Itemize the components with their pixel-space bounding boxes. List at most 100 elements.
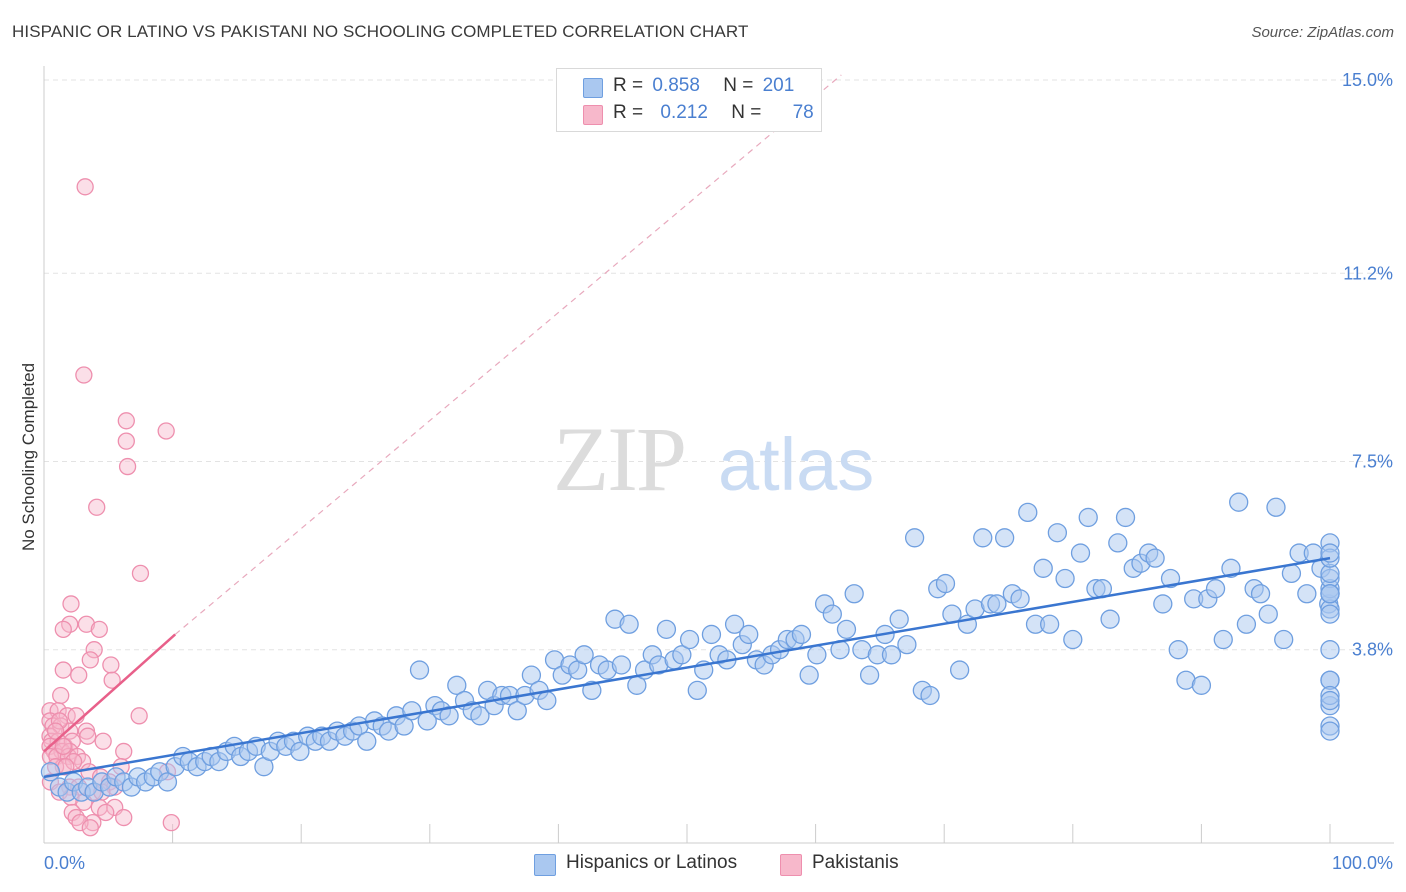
hispanic-point xyxy=(791,624,812,645)
hispanic-point xyxy=(679,629,700,650)
hispanic-point xyxy=(656,619,677,640)
hispanic-point xyxy=(1145,548,1165,568)
legend-n-label: N = xyxy=(731,102,762,123)
hispanic-point xyxy=(1018,502,1038,523)
y-tick-label: 15.0% xyxy=(1342,70,1393,90)
hispanic-point xyxy=(687,680,707,701)
hispanic-point xyxy=(1168,640,1188,660)
hispanic-point xyxy=(1100,609,1120,629)
hispanic-point xyxy=(1320,640,1340,660)
hispanic-point xyxy=(1033,558,1053,578)
hispanic-point xyxy=(1213,629,1233,650)
pakistani-trend-line xyxy=(43,633,177,753)
hispanic-point xyxy=(409,660,430,680)
hispanic-point xyxy=(935,573,956,594)
pakistani-points xyxy=(41,178,180,837)
hispanic-point xyxy=(1221,558,1241,578)
hispanic-points xyxy=(40,492,1340,802)
pakistani-point xyxy=(50,712,69,730)
watermark-atlas: atlas xyxy=(718,423,874,506)
legend-r-label: R = xyxy=(613,102,644,123)
hispanic-point xyxy=(507,701,527,721)
hispanic-point xyxy=(1191,675,1212,695)
pakistani-point xyxy=(157,422,175,440)
legend-r-value: 0.858 xyxy=(652,75,700,96)
pakistani-point xyxy=(130,707,148,725)
hispanic-point xyxy=(1274,629,1294,650)
pakistani-point xyxy=(75,366,93,384)
pakistani-point xyxy=(103,671,121,689)
legend-n-value: 78 xyxy=(792,102,814,123)
pakistani-point xyxy=(88,498,106,516)
hispanic-point xyxy=(973,528,993,548)
y-tick-label: 11.2% xyxy=(1343,263,1393,283)
hispanic-point xyxy=(1055,568,1075,589)
pakistani-point xyxy=(62,595,80,613)
x-tick-label: 0.0% xyxy=(44,853,85,873)
hispanic-point xyxy=(470,706,490,726)
pakistani-point xyxy=(115,808,133,827)
hispanic-point xyxy=(799,665,819,685)
pakistani-point xyxy=(85,641,103,659)
pakistani-point xyxy=(71,814,89,832)
hispanic-point xyxy=(1063,629,1083,650)
hispanic-point xyxy=(1070,543,1091,563)
hispanic-point xyxy=(1160,568,1181,589)
hispanic-point xyxy=(672,645,692,665)
hispanic-point xyxy=(582,680,602,701)
hispanic-point xyxy=(836,619,857,640)
legend-swatch-blue xyxy=(534,854,556,876)
hispanic-point xyxy=(574,645,594,665)
hispanic-point xyxy=(1297,584,1317,604)
pakistani-point xyxy=(162,814,180,832)
hispanic-point xyxy=(904,528,925,548)
legend-r-label: R = xyxy=(613,75,644,96)
legend-n-value: 201 xyxy=(762,75,795,96)
hispanic-point xyxy=(920,685,940,706)
pakistani-point xyxy=(54,661,72,679)
pakistani-point xyxy=(102,656,120,674)
axes xyxy=(43,66,1394,844)
hispanic-point xyxy=(290,741,310,762)
hispanic-point xyxy=(1266,497,1286,517)
hispanic-point xyxy=(949,660,970,680)
hispanic-point xyxy=(889,609,909,629)
grid-lines xyxy=(44,79,1394,651)
trend-extrapolated xyxy=(174,74,842,635)
pakistani-point xyxy=(97,803,115,822)
pakistani-point xyxy=(81,819,99,837)
hispanic-point xyxy=(1108,533,1128,553)
watermark: ZIP atlas xyxy=(553,408,874,510)
pakistani-point xyxy=(90,620,108,639)
hispanic-point xyxy=(1153,594,1173,614)
legend-swatch-pink xyxy=(583,105,603,125)
tick-labels: 3.8% 7.5% 11.2% 15.0% 0.0% 100.0% xyxy=(44,70,1393,873)
pakistani-trend-extrapolated xyxy=(174,74,842,635)
chart-title: HISPANIC OR LATINO VS PAKISTANI NO SCHOO… xyxy=(12,22,749,41)
legend-swatch-blue xyxy=(583,78,603,98)
pakistani-point xyxy=(118,457,137,476)
hispanic-point xyxy=(822,604,842,624)
hispanic-point xyxy=(1115,507,1136,528)
legend-r-value: 0.212 xyxy=(660,102,708,123)
legend-swatch-pink xyxy=(780,854,802,876)
hispanic-point xyxy=(1320,604,1340,624)
pakistani-point xyxy=(70,666,88,684)
hispanic-point xyxy=(1250,584,1271,604)
pakistani-point xyxy=(41,712,59,730)
hispanic-point xyxy=(1320,721,1340,741)
pakistani-point xyxy=(77,615,96,633)
pakistani-point xyxy=(54,620,72,639)
pakistani-point xyxy=(79,727,97,745)
watermark-zip: ZIP xyxy=(553,408,685,510)
hispanic-point xyxy=(987,594,1007,614)
pakistani-point xyxy=(117,412,135,430)
correlation-legend: R = 0.858 N = 201 R = 0.212 N = 78 xyxy=(556,68,822,132)
pakistani-point xyxy=(76,178,94,196)
hispanic-point xyxy=(859,665,880,685)
pakistani-point xyxy=(52,686,70,705)
hispanic-point xyxy=(844,584,864,604)
hispanic-point xyxy=(1281,563,1302,584)
trend-lines xyxy=(43,556,1331,779)
hispanic-point xyxy=(357,731,377,751)
